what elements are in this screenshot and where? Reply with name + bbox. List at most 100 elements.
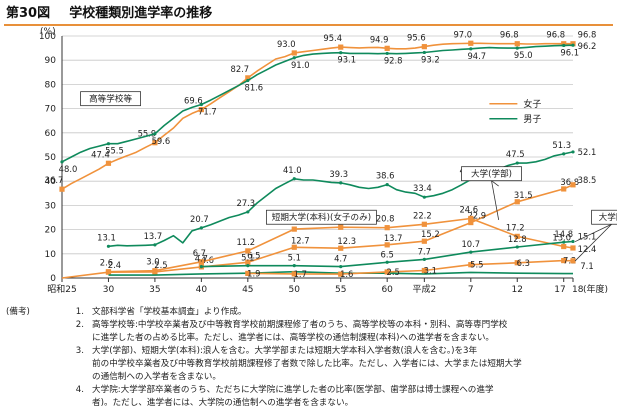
- data-label: 95.6: [407, 33, 426, 43]
- series-high-female: 36.7 47.4 55.9 69.6 82.7 93.0 95.4 94.9 95.6 97.0…: [45, 29, 597, 192]
- series-univ-male: 13.113.720.727.341.039.338.633.440.747.5…: [97, 140, 596, 248]
- data-point-square: [338, 245, 344, 251]
- data-point-square: [561, 186, 567, 192]
- y-tick-label: 70: [45, 105, 57, 115]
- data-point-square: [384, 45, 390, 51]
- data-label: 36.8: [560, 177, 579, 187]
- data-point: [106, 244, 111, 248]
- x-tick-label: 7: [468, 285, 474, 295]
- data-label: 59.6: [152, 136, 171, 146]
- data-label: 13.7: [144, 231, 163, 241]
- data-point: [339, 51, 343, 55]
- x-tick-label: 昭和25: [47, 284, 76, 295]
- data-label: 13.1: [97, 232, 116, 242]
- data-label: 93.0: [277, 39, 296, 49]
- data-point-square: [514, 233, 520, 239]
- y-tick-label: 80: [45, 80, 57, 90]
- x-tick-label: 45: [242, 285, 253, 295]
- data-point-square: [421, 221, 427, 227]
- data-label: 41.0: [283, 165, 302, 175]
- data-label: 36.7: [45, 175, 64, 185]
- data-label: 12.7: [291, 235, 310, 245]
- data-point-square: [198, 259, 204, 265]
- data-label: 13.0: [552, 233, 571, 243]
- data-point: [292, 56, 296, 60]
- data-label: 81.6: [244, 83, 263, 93]
- y-tick-label: 100: [39, 32, 56, 42]
- data-label: 6.5: [381, 249, 394, 259]
- data-point: [246, 264, 250, 268]
- data-label: 5.1: [288, 253, 301, 263]
- data-label: 82.7: [230, 64, 249, 74]
- data-label: 2.5: [387, 267, 400, 277]
- data-label: 55.5: [105, 146, 124, 156]
- note-text: 大学(学部)、短期大学(本科):浪人を含む。大学学部または短期大学本科入学者数(…: [92, 346, 478, 356]
- note-number: 4.: [75, 385, 84, 395]
- data-label: 11.2: [236, 237, 255, 247]
- data-point-square: [421, 238, 427, 244]
- data-point-square: [514, 260, 520, 266]
- data-point: [153, 243, 157, 247]
- series-line: [201, 240, 574, 268]
- data-label: 55.9: [138, 129, 157, 139]
- data-point: [246, 78, 250, 83]
- note-text: 高等学校等:中学校卒業者及び中等教育学校前期課程修了者のうち、高等学校等の本科・…: [92, 320, 508, 330]
- legend-label: 女子: [523, 98, 541, 110]
- data-label: 96.8: [578, 30, 597, 40]
- annotation-leader: [574, 223, 612, 243]
- data-label: 2.5: [154, 260, 167, 270]
- data-label: 7.7: [418, 246, 431, 256]
- data-point-square: [384, 225, 390, 231]
- data-point: [385, 182, 389, 187]
- x-tick-label: 17: [554, 285, 565, 295]
- data-point: [562, 240, 566, 244]
- annotation-leader: [574, 223, 612, 262]
- data-point: [246, 210, 250, 214]
- data-point: [292, 264, 296, 268]
- note-row-3: 3. 大学(学部)、短期大学(本科):浪人を含む。大学学部または短期大学本科入学…: [6, 345, 612, 358]
- data-label: 6.3: [517, 258, 530, 268]
- data-label: 7.1: [580, 261, 593, 271]
- data-label: 5.5: [470, 260, 483, 270]
- figure-number: 第30図: [6, 6, 51, 21]
- y-tick-label: 90: [45, 56, 57, 66]
- data-point: [469, 250, 473, 254]
- series-line: [108, 151, 574, 248]
- data-point-square: [468, 215, 474, 222]
- data-label: 38.6: [376, 171, 395, 181]
- y-tick-label: 60: [45, 129, 57, 139]
- enrollment-rate-chart: 0 10 20 30 40 50 60 70 80 90 100(%) 昭和25 30 35 40 45 50 5…: [39, 27, 617, 295]
- data-point-square: [105, 160, 112, 166]
- data-point-square: [338, 271, 344, 277]
- x-tick-label: 60: [381, 285, 393, 295]
- data-point-square: [291, 244, 297, 250]
- y-tick-label: 20: [45, 226, 57, 236]
- data-label: 17.2: [506, 222, 525, 232]
- note-number: 2.: [75, 320, 84, 330]
- data-point-square: [152, 140, 158, 146]
- data-point-square: [561, 41, 567, 47]
- x-tick-label: 18: [572, 285, 584, 295]
- data-label: 1.7: [294, 269, 307, 279]
- series-grad-male: 4.7 5.1 5.1 4.7 6.5 7.7 10.7 12.8 14.8 15.1: [195, 229, 596, 269]
- x-tick-label: 30: [103, 285, 115, 295]
- title-rule: [4, 24, 613, 26]
- annotation-box: [265, 209, 377, 225]
- data-label: 3.1: [424, 265, 437, 275]
- data-label: 3.0: [146, 257, 159, 267]
- data-label: 47.4: [91, 149, 110, 159]
- data-point: [515, 245, 519, 249]
- note-text: に進学した者の占める比率。ただし、進学者には、高等学校の通信制課程(本科)への進…: [92, 333, 495, 343]
- data-label: 15.2: [421, 229, 440, 239]
- note-row-2: 2. 高等学校等:中学校卒業者及び中等教育学校前期課程修了者のうち、高等学校等の…: [6, 319, 612, 332]
- series-grad-female: 1.9 1.7 1.6 2.5 3.1 5.5 6.3 7.2 7.1: [245, 256, 594, 279]
- data-label: 95.4: [323, 33, 342, 43]
- y-tick-label: 50: [45, 153, 57, 163]
- y-tick-label: 40: [45, 177, 57, 187]
- data-label: 20.8: [376, 214, 395, 224]
- data-point-square: [561, 243, 567, 250]
- data-point: [422, 195, 426, 199]
- data-label: 71.7: [198, 106, 217, 116]
- data-point-square: [468, 219, 474, 226]
